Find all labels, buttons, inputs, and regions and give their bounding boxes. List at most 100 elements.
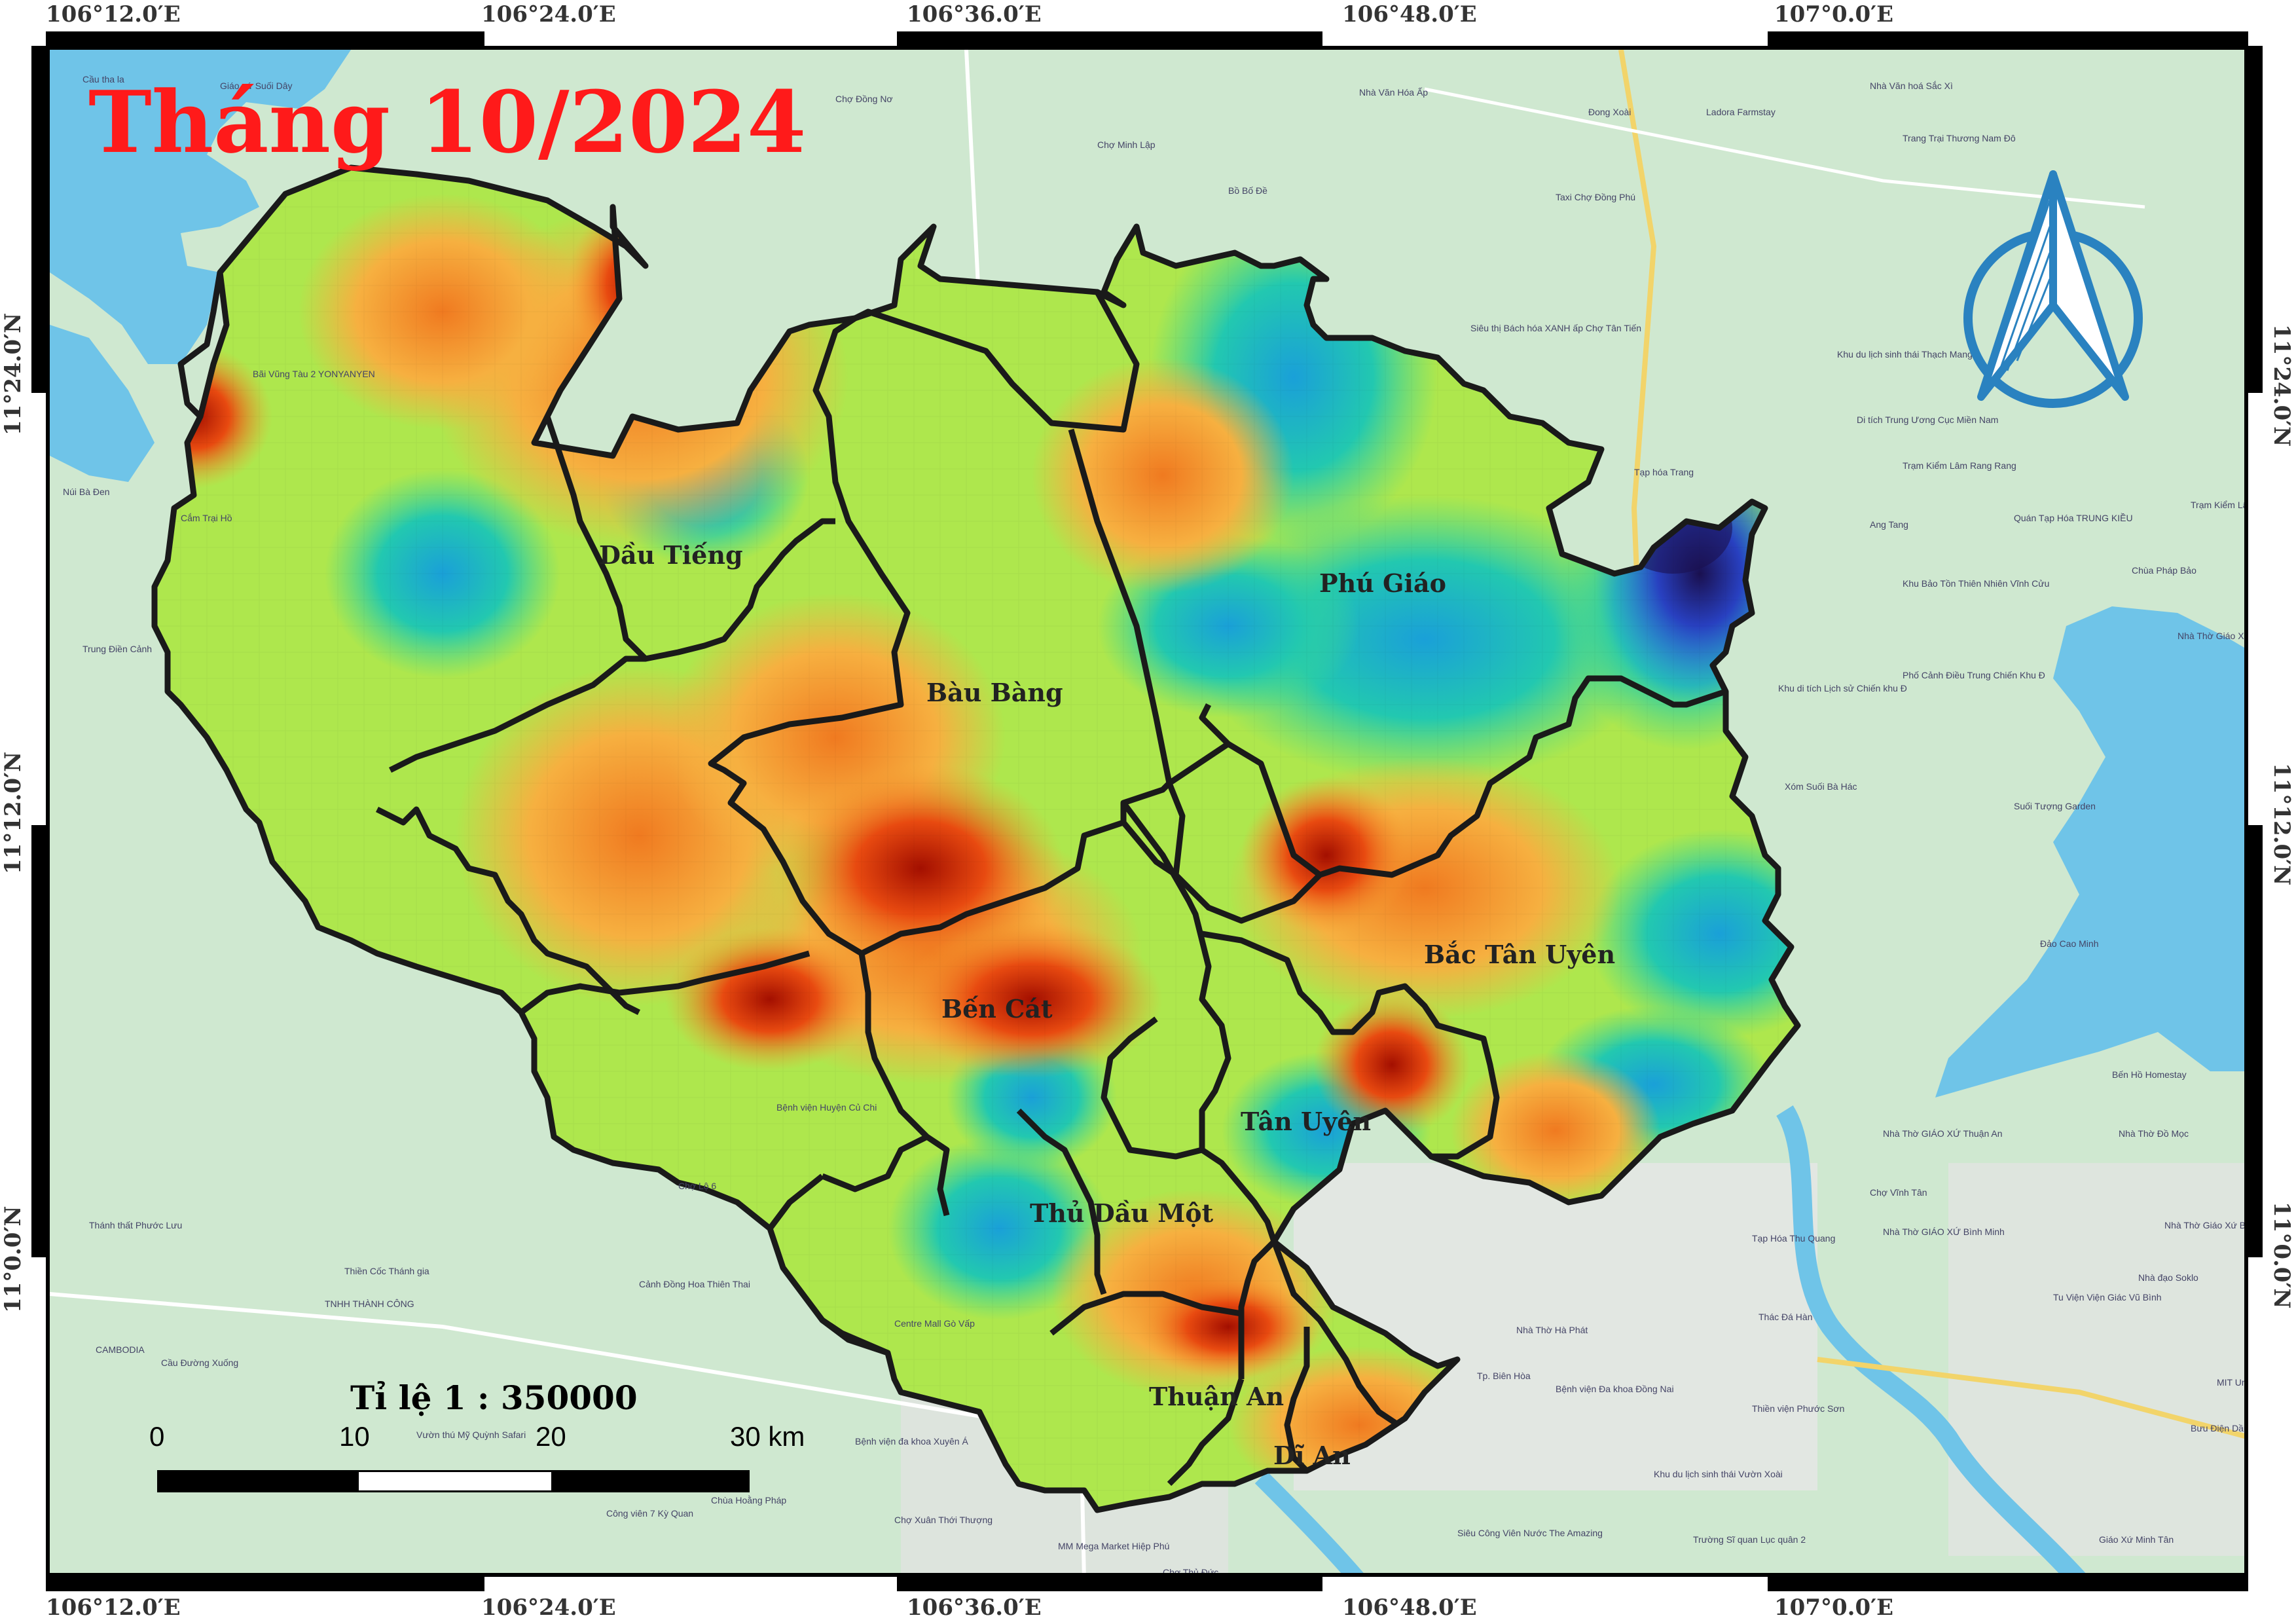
map-frame[interactable]: Cầu tha la Giáo xứ Suối Dây Chợ Đồng Nơ …: [46, 46, 2248, 1577]
svg-text:Cầu Đường Xuống: Cầu Đường Xuống: [161, 1357, 238, 1368]
svg-text:Taxi Chợ Đồng Phú: Taxi Chợ Đồng Phú: [1556, 192, 1635, 202]
scale-bar-segment: [357, 1470, 553, 1492]
coord-bottom-4: 106°48.0′E: [1342, 1595, 1477, 1621]
svg-text:Siêu thị Bách hóa XANH ấp Chợ: Siêu thị Bách hóa XANH ấp Chợ Tân Tiến: [1470, 323, 1641, 333]
svg-text:Trường Sĩ quan Lục quân 2: Trường Sĩ quan Lục quân 2: [1693, 1534, 1806, 1545]
coord-top-2: 106°24.0′E: [481, 1, 616, 28]
frame-tick: [2248, 825, 2263, 1257]
svg-text:CAMBODIA: CAMBODIA: [96, 1344, 145, 1355]
district-label-thuan-an: Thuận An: [1149, 1382, 1285, 1411]
svg-text:Quán Tạp Hóa TRUNG KIỀU: Quán Tạp Hóa TRUNG KIỀU: [2014, 513, 2133, 523]
coord-right-3: 11°0.0′N: [2269, 1202, 2295, 1309]
district-label-phu-giao: Phú Giáo: [1319, 568, 1446, 598]
coord-top-5: 107°0.0′E: [1774, 1, 1894, 28]
svg-text:Trạm Kiểm Lâm Rang Rang: Trạm Kiểm Lâm Rang Rang: [1903, 460, 2016, 471]
svg-text:Tạp Hóa Thu Quang: Tạp Hóa Thu Quang: [1752, 1233, 1835, 1244]
svg-text:Nhà Thờ GIÁO XỨ Bình Minh: Nhà Thờ GIÁO XỨ Bình Minh: [1883, 1227, 2005, 1237]
svg-text:Bệnh viện Đa khoa Đồng Nai: Bệnh viện Đa khoa Đồng Nai: [1556, 1384, 1674, 1394]
svg-text:Tạp hóa Trang: Tạp hóa Trang: [1634, 467, 1694, 477]
svg-text:Xóm Suối Bà Hác: Xóm Suối Bà Hác: [1785, 781, 1857, 792]
frame-tick: [2248, 46, 2263, 393]
coord-right-1: 11°24.0′N: [2269, 324, 2295, 447]
svg-text:Nhà Thờ Đồ Mọc: Nhà Thờ Đồ Mọc: [2119, 1128, 2189, 1139]
svg-text:Bệnh viện đa khoa Xuyên Á: Bệnh viện đa khoa Xuyên Á: [855, 1436, 968, 1447]
svg-text:Chùa Pháp Bảo: Chùa Pháp Bảo: [2132, 565, 2196, 576]
svg-text:Chợ Thủ Đức: Chợ Thủ Đức: [1163, 1567, 1218, 1577]
coord-left-1: 11°24.0′N: [0, 312, 26, 435]
svg-text:Bưu Điện Dầu Giây: Bưu Điện Dầu Giây: [2191, 1423, 2248, 1433]
svg-text:Công viên 7 Kỳ Quan: Công viên 7 Kỳ Quan: [606, 1508, 693, 1519]
svg-text:Bệnh viện Huyện Củ Chi: Bệnh viện Huyện Củ Chi: [776, 1102, 877, 1113]
svg-text:Giáo xứ Suối Dây: Giáo xứ Suối Dây: [220, 81, 293, 91]
scale-label-10: 10: [339, 1421, 370, 1452]
svg-text:Nhà Thờ Giáo Xứ Bạch Lâm: Nhà Thờ Giáo Xứ Bạch Lâm: [2164, 1220, 2248, 1230]
svg-text:Khu Bảo Tồn Thiên Nhiên Vĩnh C: Khu Bảo Tồn Thiên Nhiên Vĩnh Cửu: [1903, 578, 2049, 589]
svg-text:Ang Tang: Ang Tang: [1870, 519, 1908, 530]
coord-top-1: 106°12.0′E: [46, 1, 181, 28]
svg-text:Suối Tượng Garden: Suối Tượng Garden: [2014, 801, 2096, 811]
svg-text:Chợ Xuân Thới Thượng: Chợ Xuân Thới Thượng: [894, 1515, 993, 1525]
district-label-bac-tan-uyen: Bắc Tân Uyên: [1424, 940, 1616, 969]
svg-text:Tu Viện Viện Giác Vũ Bình: Tu Viện Viện Giác Vũ Bình: [2053, 1292, 2162, 1302]
svg-text:Bãi Vũng Tàu 2 YONYANYEN: Bãi Vũng Tàu 2 YONYANYEN: [253, 369, 375, 379]
svg-text:Di tích Trung Ương Cục Miền Na: Di tích Trung Ương Cục Miền Nam: [1857, 415, 1998, 425]
district-label-dau-tieng: Dầu Tiếng: [599, 540, 743, 570]
svg-text:Bồ Bố Đề: Bồ Bố Đề: [1228, 185, 1267, 196]
north-arrow-icon: [1963, 170, 2143, 408]
district-label-tan-uyen: Tân Uyên: [1241, 1107, 1371, 1136]
district-label-thu-dau-mot: Thủ Dầu Một: [1030, 1198, 1214, 1228]
scale-bar-segment: [553, 1470, 750, 1492]
svg-text:Cảnh Đồng Hoa Thiên Thai: Cảnh Đồng Hoa Thiên Thai: [639, 1279, 750, 1289]
svg-text:Chùa Hoằng Pháp: Chùa Hoằng Pháp: [711, 1495, 786, 1505]
map-title: Tháng 10/2024: [88, 72, 807, 172]
coord-bottom-3: 106°36.0′E: [907, 1595, 1042, 1621]
frame-tick: [46, 31, 484, 46]
svg-text:Bến Hồ Homestay: Bến Hồ Homestay: [2112, 1069, 2187, 1080]
coord-bottom-1: 106°12.0′E: [46, 1595, 181, 1621]
svg-text:Nhà đạo Soklo: Nhà đạo Soklo: [2138, 1272, 2198, 1283]
scale-label-20: 20: [536, 1421, 566, 1452]
svg-text:Cầu tha la: Cầu tha la: [82, 74, 124, 84]
district-label-ben-cat: Bến Cát: [941, 994, 1053, 1024]
scale-title: Tỉ lệ 1 : 350000: [350, 1378, 638, 1417]
svg-text:Giáo Xứ Minh Tân: Giáo Xứ Minh Tân: [2099, 1534, 2174, 1545]
svg-text:Siêu Công Viên Nước The Amazin: Siêu Công Viên Nước The Amazing: [1457, 1528, 1603, 1538]
svg-text:Centre Mall Gò Vấp: Centre Mall Gò Vấp: [894, 1318, 975, 1329]
svg-text:Vườn thú Mỹ Quỳnh Safari: Vườn thú Mỹ Quỳnh Safari: [416, 1430, 526, 1440]
svg-text:Thiền viện Phước Sơn: Thiền viện Phước Sơn: [1752, 1403, 1844, 1414]
coord-bottom-5: 107°0.0′E: [1774, 1595, 1894, 1621]
coord-bottom-2: 106°24.0′E: [481, 1595, 616, 1621]
scale-bar-segment: [157, 1470, 357, 1492]
frame-tick: [31, 46, 46, 393]
svg-text:Đong Xoài: Đong Xoài: [1588, 107, 1631, 117]
svg-text:Nhà Thờ Hà Phát: Nhà Thờ Hà Phát: [1516, 1325, 1588, 1335]
svg-text:Nhà Thờ GIÁO XỨ Thuận An: Nhà Thờ GIÁO XỨ Thuận An: [1883, 1128, 2003, 1139]
svg-text:Chợ Minh Lập: Chợ Minh Lập: [1097, 139, 1156, 150]
svg-text:Thác Đá Hàn: Thác Đá Hàn: [1758, 1312, 1812, 1322]
svg-text:Khu di tích Lịch sử Chiến khu: Khu di tích Lịch sử Chiến khu Đ: [1778, 683, 1907, 693]
coord-left-3: 11°0.0′N: [0, 1206, 26, 1313]
coord-top-4: 106°48.0′E: [1342, 1, 1477, 28]
scale-label-30: 30 km: [730, 1421, 805, 1452]
svg-text:Phố Cảnh Điều Trung Chiến Khu: Phố Cảnh Điều Trung Chiến Khu Đ: [1903, 670, 2045, 680]
scale-label-0: 0: [149, 1421, 165, 1452]
coord-right-2: 11°12.0′N: [2269, 763, 2295, 886]
base-map: Cầu tha la Giáo xứ Suối Dây Chợ Đồng Nơ …: [50, 50, 2248, 1577]
svg-text:Khu du lịch sinh thái Vườn Xoà: Khu du lịch sinh thái Vườn Xoài: [1654, 1469, 1783, 1479]
svg-text:Chợ Đồng Nơ: Chợ Đồng Nơ: [835, 94, 893, 104]
svg-text:Nhà Thờ Giáo Xứ Phú: Nhà Thờ Giáo Xứ Phú: [2178, 631, 2248, 641]
svg-text:Trang Trại Thương Nam Đô: Trang Trại Thương Nam Đô: [1903, 133, 2016, 143]
svg-text:Đảo Cao Minh: Đảo Cao Minh: [2040, 938, 2099, 949]
coord-left-2: 11°12.0′N: [0, 751, 26, 874]
district-label-di-an: Dĩ An: [1273, 1441, 1351, 1470]
svg-text:Chợ Lộ 6: Chợ Lộ 6: [678, 1181, 716, 1191]
frame-tick: [1768, 31, 2248, 46]
svg-text:Tp. Biên Hòa: Tp. Biên Hòa: [1477, 1371, 1531, 1381]
svg-text:Nhà Văn hoá Sắc Xì: Nhà Văn hoá Sắc Xì: [1870, 81, 1953, 91]
svg-text:Ladora Farmstay: Ladora Farmstay: [1706, 107, 1776, 117]
coord-top-3: 106°36.0′E: [907, 1, 1042, 28]
svg-text:Khu du lịch sinh thái Thạch Ma: Khu du lịch sinh thái Thạch Mang: [1837, 349, 1973, 360]
svg-text:Cắm Trại Hồ: Cắm Trại Hồ: [181, 513, 232, 523]
frame-tick: [897, 1577, 1322, 1591]
frame-tick: [897, 31, 1322, 46]
